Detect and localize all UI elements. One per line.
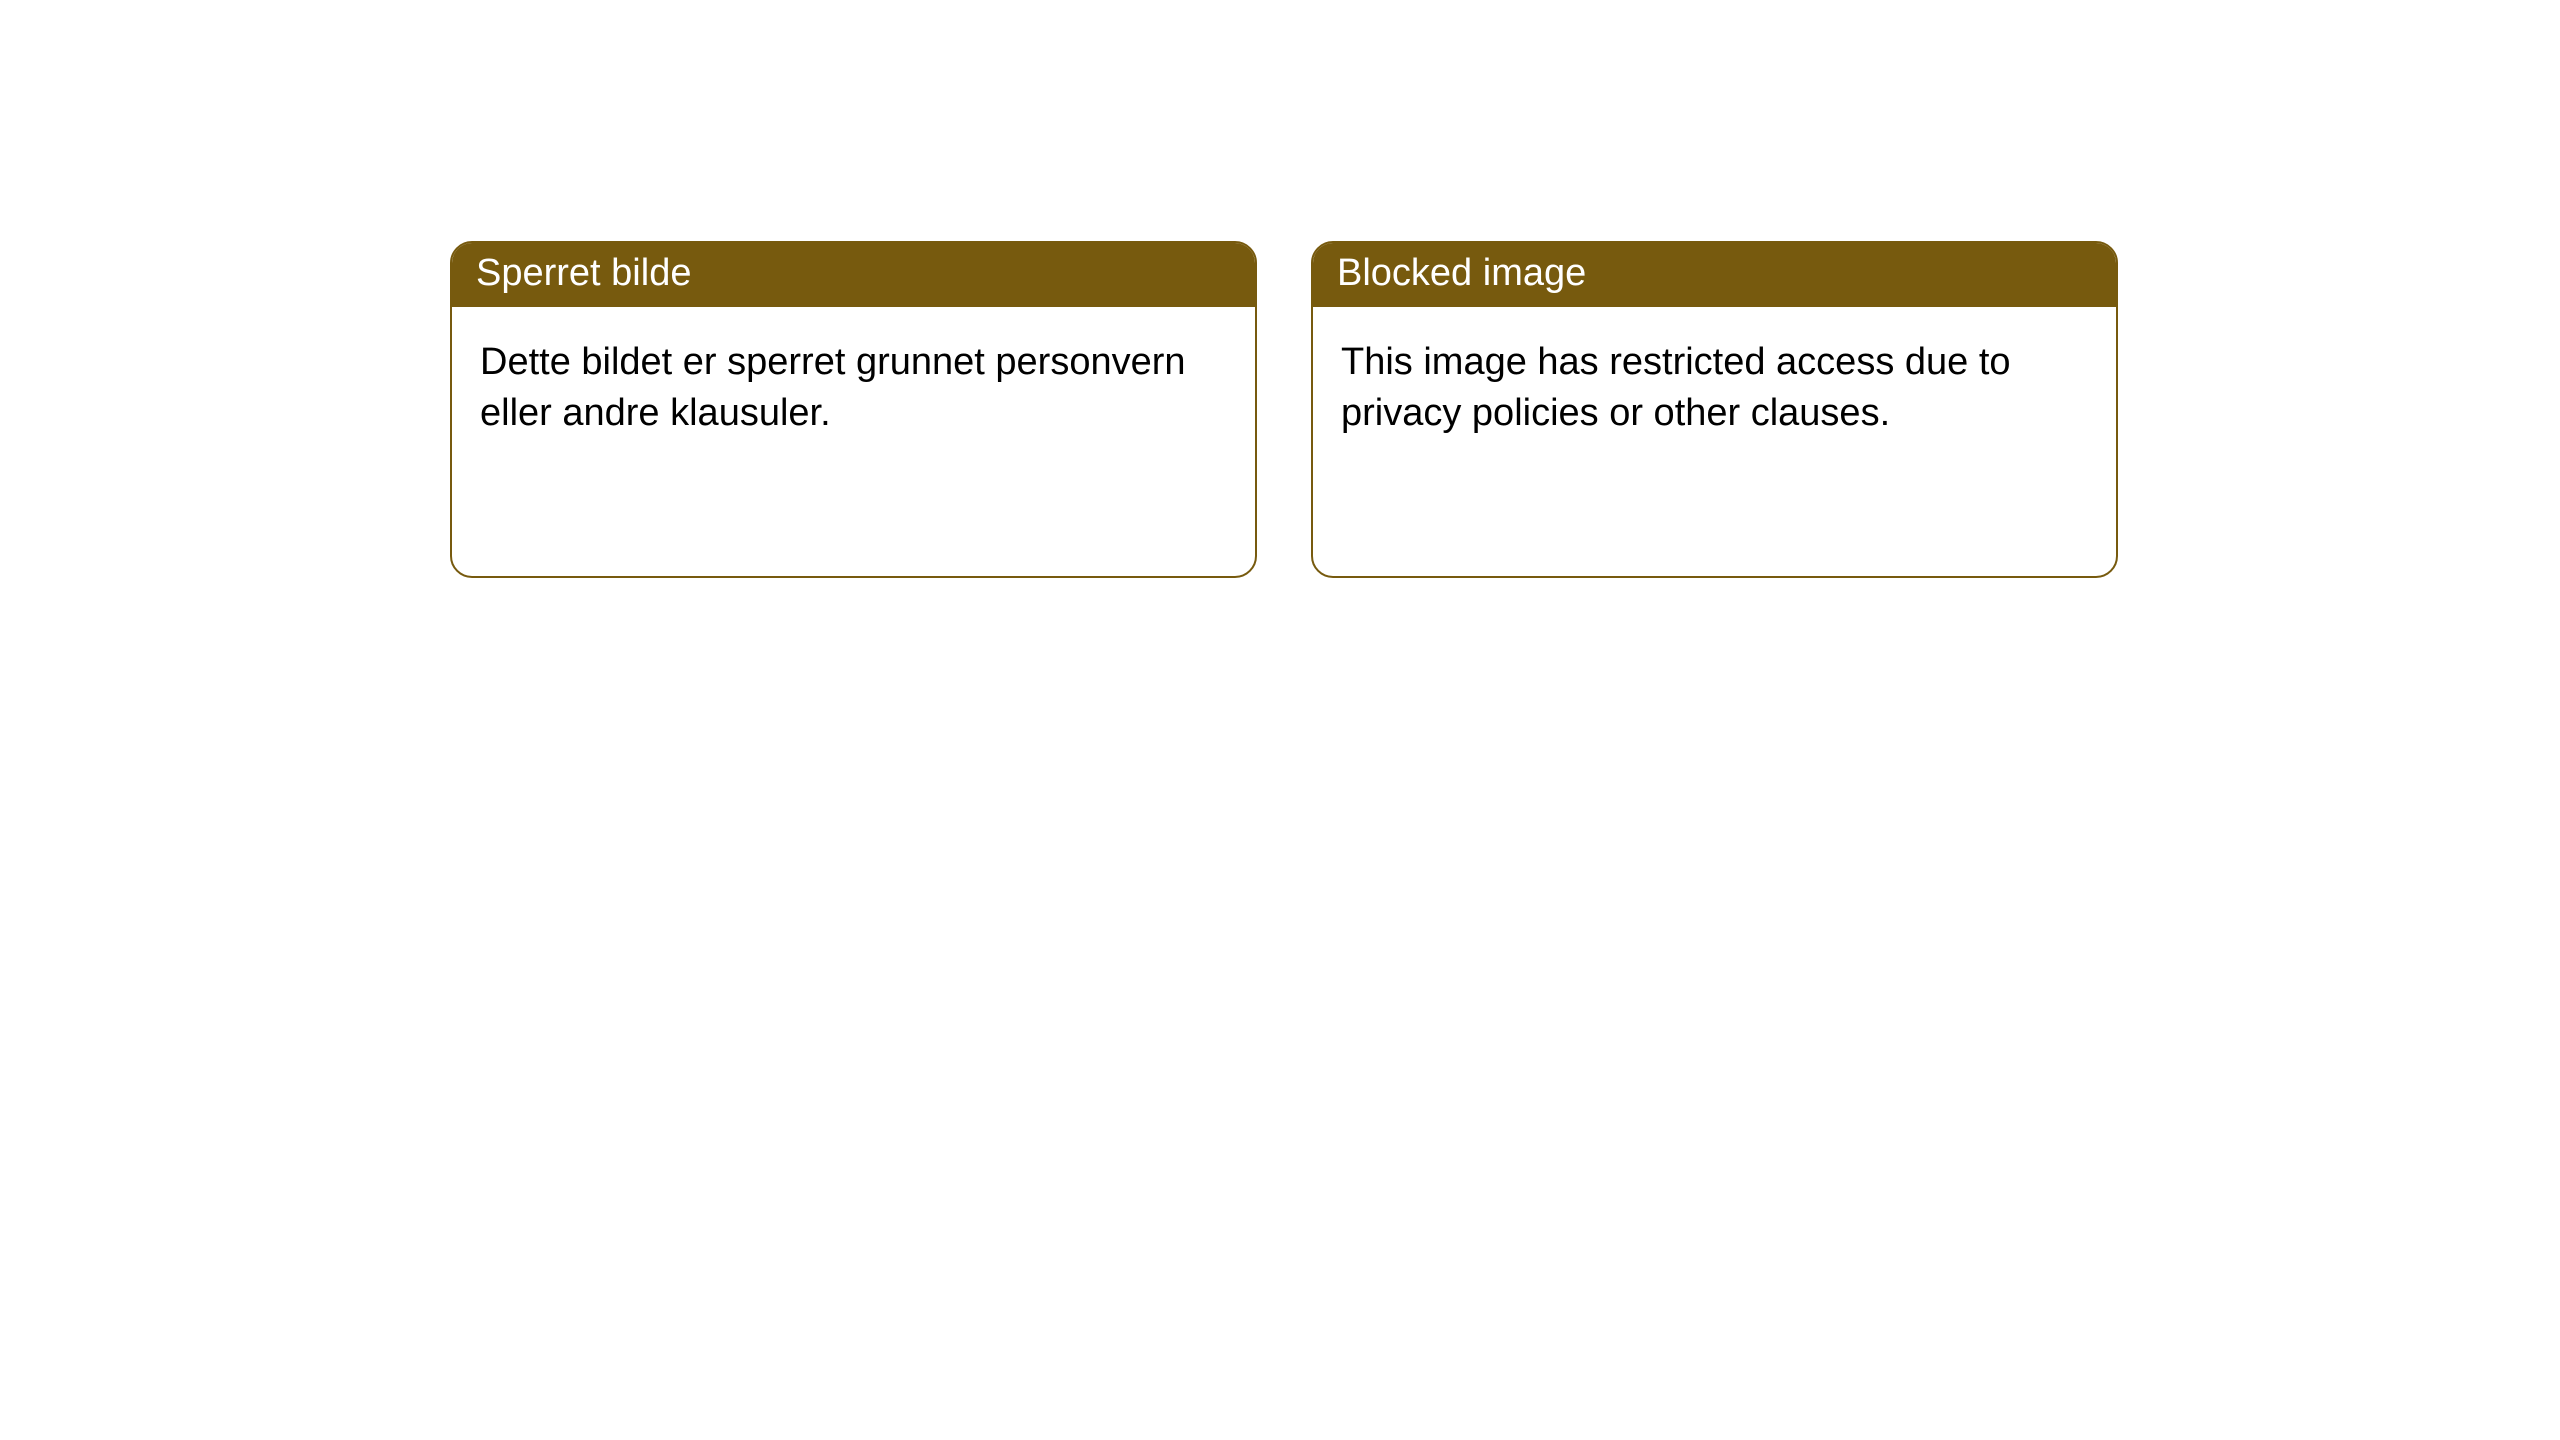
card-header-norwegian: Sperret bilde	[452, 243, 1255, 307]
notice-container: Sperret bilde Dette bildet er sperret gr…	[0, 0, 2560, 578]
card-body-english: This image has restricted access due to …	[1313, 307, 2116, 470]
notice-card-english: Blocked image This image has restricted …	[1311, 241, 2118, 578]
card-header-english: Blocked image	[1313, 243, 2116, 307]
card-body-norwegian: Dette bildet er sperret grunnet personve…	[452, 307, 1255, 470]
notice-card-norwegian: Sperret bilde Dette bildet er sperret gr…	[450, 241, 1257, 578]
